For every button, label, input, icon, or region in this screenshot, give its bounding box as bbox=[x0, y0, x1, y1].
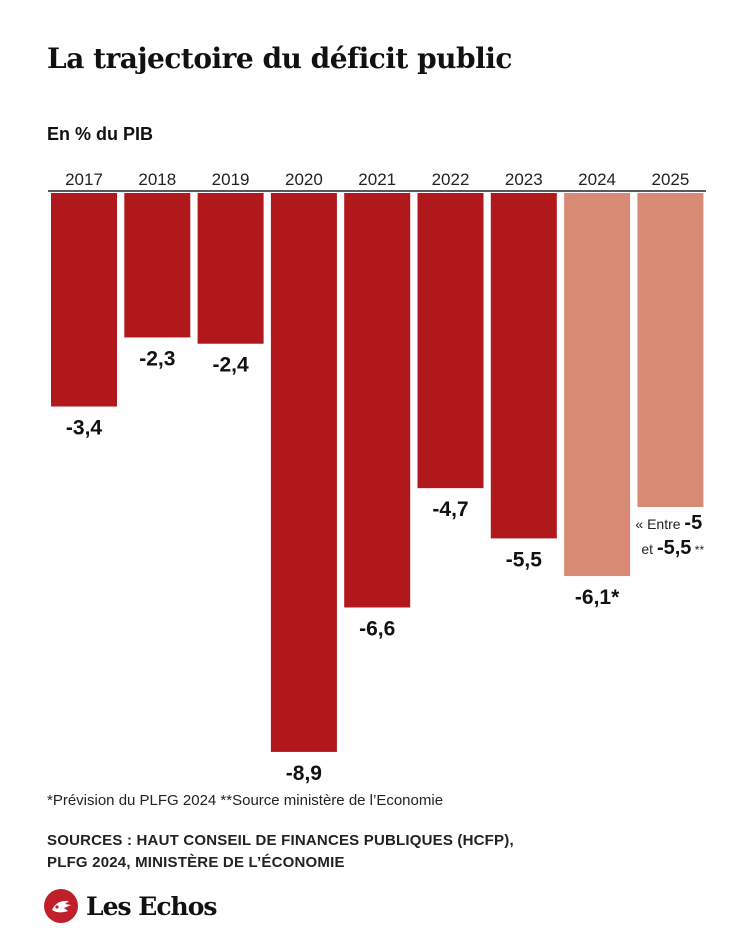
data-label-2018: -2,3 bbox=[139, 347, 175, 370]
footnote: *Prévision du PLFG 2024 **Source ministè… bbox=[47, 792, 444, 809]
bar-2023 bbox=[490, 193, 557, 539]
sources-line-2: PLFG 2024, MINISTÈRE DE L’ÉCONOMIE bbox=[47, 854, 345, 871]
bar-2025 bbox=[637, 193, 704, 507]
data-label-2023: -5,5 bbox=[506, 548, 543, 571]
x-tick-label: 2019 bbox=[212, 170, 250, 189]
data-label-2019: -2,4 bbox=[213, 354, 250, 377]
x-tick-label: 2020 bbox=[285, 170, 323, 189]
x-tick-label: 2024 bbox=[578, 170, 616, 189]
x-tick-label: 2021 bbox=[358, 170, 396, 189]
sources-line-1: SOURCES : HAUT CONSEIL DE FINANCES PUBLI… bbox=[47, 832, 514, 849]
x-tick-label: 2022 bbox=[432, 170, 470, 189]
bar-2024 bbox=[564, 193, 631, 577]
sources: SOURCES : HAUT CONSEIL DE FINANCES PUBLI… bbox=[47, 830, 514, 874]
chart-title: La trajectoire du déficit public bbox=[47, 42, 512, 75]
data-label-2024: -6,1* bbox=[575, 586, 620, 609]
x-tick-label: 2017 bbox=[65, 170, 103, 189]
brand-name: Les Echos bbox=[86, 891, 217, 921]
bar-2019 bbox=[197, 193, 264, 344]
data-label-2022: -4,7 bbox=[432, 498, 468, 521]
data-label-2025-line1: « Entre -5 bbox=[635, 512, 702, 534]
data-label-2020: -8,9 bbox=[286, 762, 322, 785]
data-label-2021: -6,6 bbox=[359, 617, 395, 640]
les-echos-emblem-icon bbox=[44, 889, 78, 923]
bar-chart: 2017 -3,4 2018 -2,3 2019 -2,4 2020 -8,9 2021 -6,6… bbox=[48, 170, 706, 785]
bar-2017 bbox=[51, 193, 117, 407]
x-tick-label: 2023 bbox=[505, 170, 543, 189]
chart-subtitle: En % du PIB bbox=[47, 124, 154, 144]
data-label-2017: -3,4 bbox=[66, 417, 103, 440]
bar-2022 bbox=[417, 193, 484, 489]
x-tick-label: 2018 bbox=[138, 170, 176, 189]
bar-2018 bbox=[124, 193, 191, 338]
data-label-2025-line2: et -5,5 ** bbox=[641, 537, 704, 559]
x-tick-label: 2025 bbox=[651, 170, 689, 189]
bar-2021 bbox=[344, 193, 411, 608]
brand-logo: Les Echos bbox=[44, 889, 217, 923]
bar-2020 bbox=[270, 193, 337, 752]
